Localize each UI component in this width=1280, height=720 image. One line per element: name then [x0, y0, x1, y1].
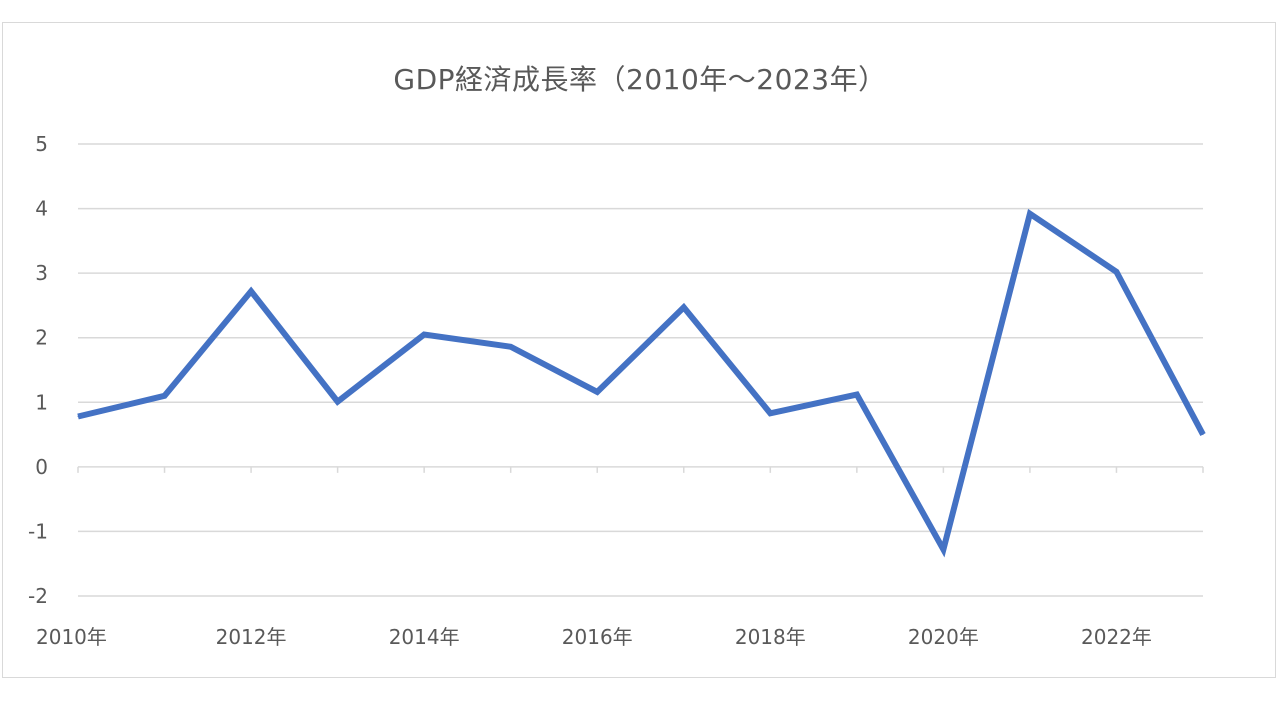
y-tick-label: 0 — [35, 455, 48, 479]
x-axis — [77, 466, 1204, 473]
data-point-2022年 — [1115, 271, 1117, 273]
data-point-2021年 — [1029, 213, 1031, 215]
data-point-2015年 — [510, 346, 512, 348]
data-point-2013年 — [337, 401, 339, 403]
data-point-2017年 — [683, 306, 685, 308]
gridlines — [78, 143, 1203, 597]
series-line — [77, 208, 1206, 558]
data-point-2010年 — [77, 415, 79, 417]
x-tick-label: 2014年 — [389, 625, 460, 649]
data-point-2018年 — [769, 412, 771, 414]
y-tick-label: -1 — [28, 519, 48, 543]
data-point-2020年 — [942, 549, 944, 551]
x-tick-label: 2018年 — [735, 625, 806, 649]
x-tick-label: 2010年 — [36, 625, 107, 649]
x-tick-label: 2022年 — [1081, 625, 1152, 649]
data-point-2016年 — [596, 391, 598, 393]
y-tick-label: 1 — [35, 390, 48, 414]
data-point-2011年 — [164, 395, 166, 397]
chart-title: GDP経済成長率（2010年～2023年） — [393, 63, 887, 96]
x-tick-label: 2012年 — [216, 625, 287, 649]
y-axis-labels: 5 4 3 2 1 0 -1 -2 — [28, 132, 48, 608]
x-tick-label: 2016年 — [562, 625, 633, 649]
y-tick-label: 5 — [35, 132, 48, 156]
data-point-2012年 — [250, 290, 252, 292]
y-tick-label: 3 — [35, 261, 48, 285]
data-point-2023年 — [1202, 434, 1204, 436]
y-tick-label: 4 — [35, 197, 48, 221]
y-tick-label: 2 — [35, 326, 48, 350]
data-point-2019年 — [856, 394, 858, 396]
y-tick-label: -2 — [28, 584, 48, 608]
data-point-2014年 — [423, 333, 425, 335]
x-axis-labels: 2010年 2012年 2014年 2016年 2018年 2020年 2022年 — [36, 625, 1152, 649]
x-tick-label: 2020年 — [908, 625, 979, 649]
series-layer — [77, 208, 1206, 558]
